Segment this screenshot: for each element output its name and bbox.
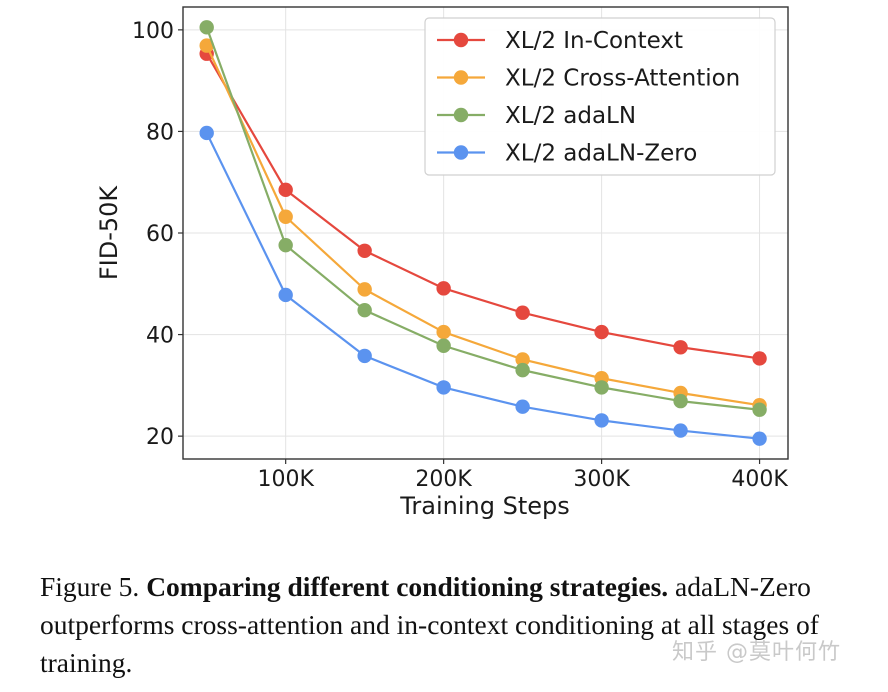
data-point	[357, 348, 372, 364]
series-line	[205, 132, 760, 440]
fid-chart: 100K 200K 300K 400K 20 40 60 80 100 Training Ste…	[95, 6, 789, 520]
legend-label: XL/2 adaLN	[505, 103, 636, 129]
data-point	[199, 125, 214, 141]
data-point	[278, 287, 293, 303]
y-tick-label: 60	[146, 222, 174, 247]
data-point	[752, 351, 767, 366]
series-2	[199, 20, 767, 417]
data-point	[752, 431, 767, 446]
data-point	[278, 209, 293, 224]
axis-ticks: 100K 200K 300K 400K 20 40 60 80 100	[132, 19, 788, 492]
legend-item: XL/2 adaLN-Zero	[437, 141, 697, 167]
data-point	[673, 340, 688, 355]
data-point	[515, 399, 530, 414]
x-tick-label: 100K	[257, 467, 314, 492]
legend-box	[424, 17, 776, 176]
caption-bold: Comparing different conditioning strateg…	[146, 571, 669, 602]
data-point	[357, 243, 372, 258]
legend-item: XL/2 Cross-Attention	[437, 66, 740, 92]
data-point	[436, 380, 451, 395]
data-point	[752, 402, 767, 417]
x-tick-label: 200K	[415, 467, 472, 492]
legend-item: XL/2 adaLN	[437, 103, 636, 129]
series-line	[205, 26, 760, 411]
y-axis-title: FID-50K	[95, 185, 123, 281]
y-tick-label: 40	[146, 324, 174, 349]
x-axis-title: Training Steps	[399, 492, 569, 520]
data-point	[436, 338, 451, 353]
data-point	[673, 393, 688, 409]
legend-marker	[453, 32, 469, 48]
x-tick-label: 300K	[573, 467, 630, 492]
data-point	[436, 324, 451, 340]
data-point	[515, 305, 530, 320]
series-3	[199, 125, 767, 446]
legend-marker	[453, 145, 469, 160]
data-point	[357, 282, 372, 297]
legend-label: XL/2 Cross-Attention	[505, 66, 740, 92]
data-point	[594, 380, 609, 395]
legend: XL/2 In-Context XL/2 Cross-Attention XL/2 …	[424, 17, 776, 176]
y-tick-label: 80	[146, 120, 174, 145]
data-point	[436, 281, 451, 296]
data-point	[199, 20, 214, 35]
series-layer	[199, 20, 767, 446]
y-tick-label: 100	[132, 19, 174, 44]
data-point	[357, 302, 372, 318]
legend-marker	[453, 107, 469, 123]
y-tick-label: 20	[146, 425, 174, 450]
caption-label: Figure 5.	[40, 571, 140, 602]
data-point	[278, 182, 293, 198]
data-point	[594, 413, 609, 428]
caption-text: adaLN-Zero outperforms cross-attention a…	[40, 571, 819, 678]
data-point	[515, 352, 530, 367]
figure-caption: Figure 5. Comparing different conditioni…	[40, 568, 860, 682]
legend-label: XL/2 In-Context	[505, 28, 683, 54]
legend-marker	[453, 70, 469, 85]
series-0	[199, 46, 767, 366]
series-line	[205, 53, 760, 360]
data-point	[278, 237, 293, 253]
legend-label: XL/2 adaLN-Zero	[505, 141, 697, 167]
data-point	[594, 324, 609, 340]
data-point	[515, 362, 530, 378]
x-tick-label: 400K	[731, 467, 788, 492]
series-line	[205, 45, 760, 407]
watermark: 知乎 @莫叶何竹	[672, 640, 841, 665]
legend-item: XL/2 In-Context	[437, 28, 683, 54]
data-point	[673, 423, 688, 438]
data-point	[199, 38, 214, 53]
